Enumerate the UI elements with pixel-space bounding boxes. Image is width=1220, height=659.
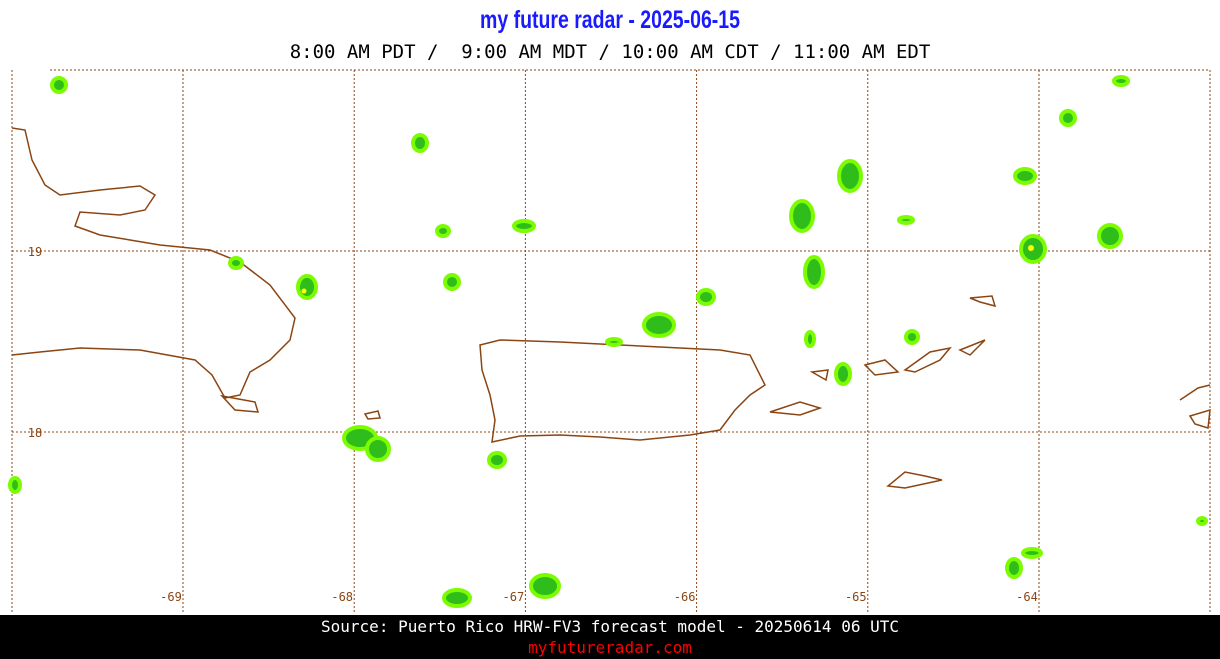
echo: [50, 76, 68, 94]
lon-label: -66: [674, 590, 696, 604]
mona: [363, 410, 381, 420]
echo: [804, 330, 816, 348]
echo: [529, 573, 561, 599]
echo: [897, 215, 915, 225]
echo: [442, 588, 472, 608]
title: my future radar - 2025-06-15: [480, 6, 740, 34]
east-islands: [1179, 384, 1211, 429]
puerto-rico: [479, 339, 766, 443]
echo: [365, 436, 391, 462]
echo: [803, 255, 825, 289]
echo: [1196, 516, 1208, 526]
lon-label: -69: [160, 590, 182, 604]
echo: [1021, 547, 1043, 559]
coastlines: [11, 127, 1211, 489]
lon-label: -64: [1016, 590, 1038, 604]
st-croix: [886, 471, 943, 489]
radar-echoes: [8, 75, 1208, 608]
echo: [789, 199, 815, 233]
echo: [1097, 223, 1123, 249]
lat-label: 19: [28, 245, 42, 259]
echo: [512, 219, 536, 233]
echo: [228, 256, 244, 270]
echo: [1005, 557, 1023, 579]
vieques: [769, 401, 823, 416]
echo: [834, 362, 852, 386]
echo: [1112, 75, 1130, 87]
echo: [904, 329, 920, 345]
echo-core: [301, 288, 307, 294]
source: Source: Puerto Rico HRW-FV3 forecast mod…: [321, 617, 899, 636]
echo: [443, 273, 461, 291]
echo: [605, 337, 623, 347]
echo: [411, 133, 429, 153]
echo: [642, 312, 676, 338]
lon-label: -65: [845, 590, 867, 604]
echo: [435, 224, 451, 238]
lat-label: 18: [28, 426, 42, 440]
grid: [11, 69, 1211, 613]
echo: [837, 159, 863, 193]
echo-core: [1028, 245, 1034, 251]
hispaniola: [11, 127, 296, 399]
lon-label: -67: [503, 590, 525, 604]
echo: [296, 274, 318, 300]
echo: [1013, 167, 1037, 185]
virgin-islands: [809, 295, 997, 382]
echo: [8, 476, 22, 494]
lon-label: -68: [331, 590, 353, 604]
site-link[interactable]: myfutureradar.com: [528, 638, 692, 657]
echo: [487, 451, 507, 469]
echo: [696, 288, 716, 306]
echo: [1059, 109, 1077, 127]
time-line: 8:00 AM PDT / 9:00 AM MDT / 10:00 AM CDT…: [290, 41, 931, 63]
saona: [219, 394, 260, 413]
footer-bar: [0, 615, 1220, 659]
